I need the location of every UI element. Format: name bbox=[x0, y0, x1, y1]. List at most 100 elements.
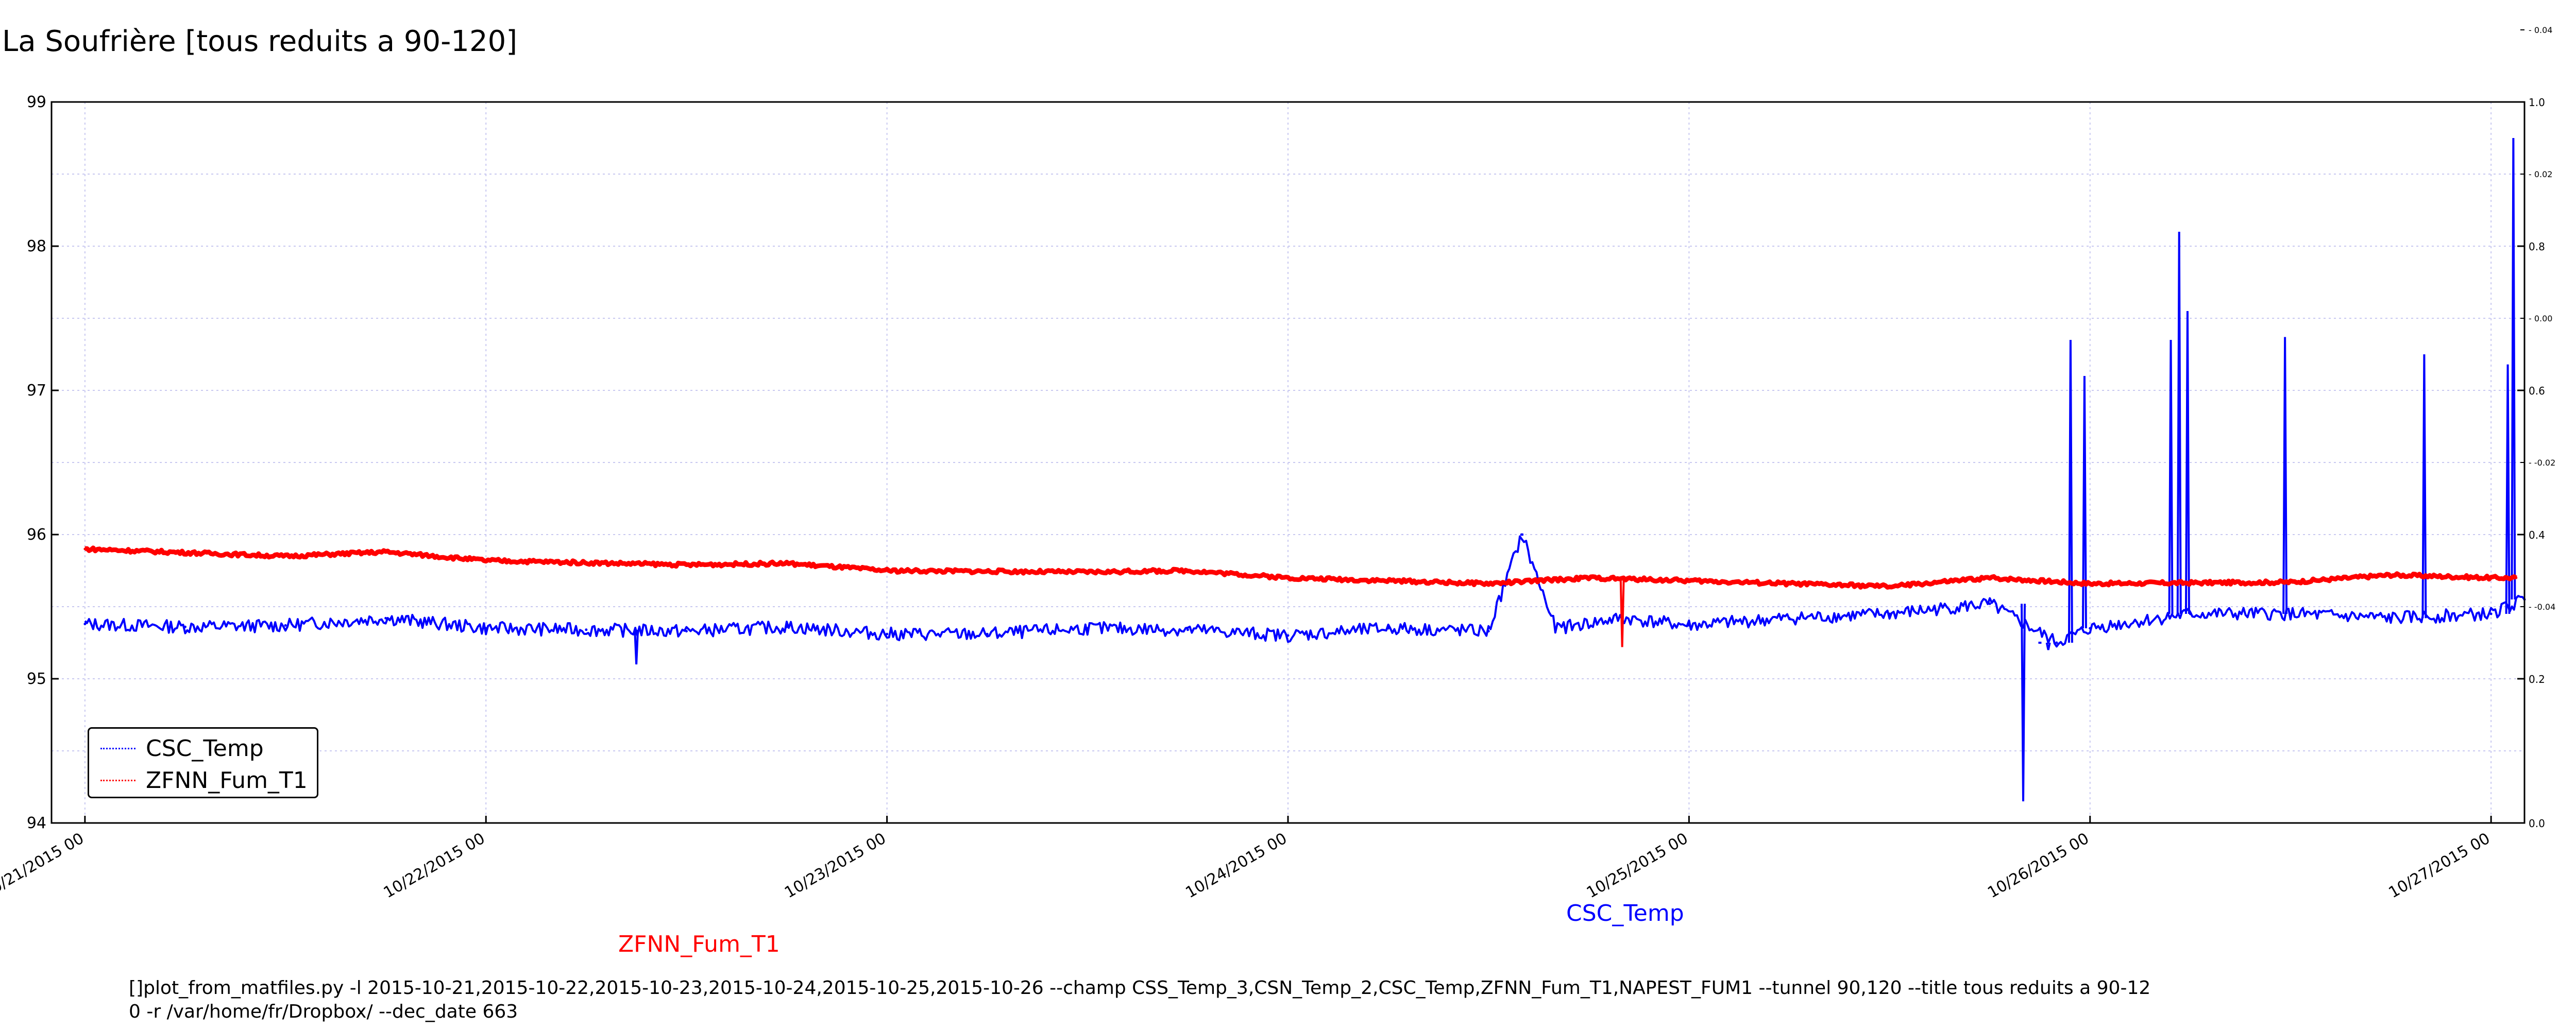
data-point bbox=[284, 624, 287, 627]
legend: CSC_Temp ZFNN_Fum_T1 bbox=[88, 727, 318, 798]
data-point bbox=[1487, 582, 1490, 585]
y2-tick-label: 0.6 bbox=[2529, 385, 2545, 397]
spike-point bbox=[2511, 138, 2516, 600]
y2-minor-tick-label: - -0.04 bbox=[2529, 602, 2555, 612]
y2-minor-tick-label: - 0.04 bbox=[2529, 25, 2552, 35]
data-point bbox=[2489, 576, 2493, 579]
data-point bbox=[2289, 612, 2292, 615]
data-point bbox=[1086, 571, 1089, 574]
y-tick-label: 96 bbox=[27, 526, 46, 544]
data-point bbox=[2489, 612, 2493, 615]
data-point bbox=[384, 616, 387, 620]
spike-point bbox=[2045, 642, 2051, 650]
data-point bbox=[83, 623, 87, 626]
data-point bbox=[1587, 576, 1590, 579]
y-tick-label: 97 bbox=[27, 382, 46, 400]
data-point bbox=[1687, 579, 1690, 582]
command-line: []plot_from_matfiles.py -l 2015-10-21,20… bbox=[129, 977, 2151, 1022]
spike-point bbox=[2021, 604, 2026, 802]
y-tick-label: 95 bbox=[27, 670, 46, 688]
data-point bbox=[1888, 585, 1891, 588]
data-point bbox=[484, 627, 487, 630]
spike-point bbox=[2176, 231, 2182, 614]
x-tick-label: 10/23/2015 00 bbox=[782, 830, 889, 902]
data-point bbox=[685, 630, 688, 633]
spike-point bbox=[2168, 339, 2174, 614]
y2-tick-label: 0.8 bbox=[2529, 241, 2545, 253]
legend-label-csc: CSC_Temp bbox=[146, 735, 264, 762]
y2-minor-tick-label: - 0.02 bbox=[2529, 169, 2552, 179]
y2-tick-label: 0.4 bbox=[2529, 529, 2545, 541]
y2-tick-label: 1.0 bbox=[2529, 96, 2545, 109]
spike-point bbox=[2067, 339, 2073, 643]
data-point bbox=[1788, 616, 1791, 620]
data-point bbox=[986, 632, 989, 636]
data-point bbox=[1186, 569, 1189, 572]
y2-tick-label: 0.2 bbox=[2529, 673, 2545, 685]
spike-point bbox=[2282, 337, 2288, 614]
y-tick-label: 94 bbox=[27, 814, 46, 832]
data-point bbox=[785, 625, 788, 628]
series-ZFNN_Fum_T1 bbox=[83, 545, 2518, 647]
series-line-CSC_Temp bbox=[84, 535, 2526, 648]
data-point bbox=[1687, 624, 1690, 627]
data-point bbox=[2515, 576, 2518, 579]
data-point bbox=[1888, 612, 1891, 615]
data-point bbox=[1988, 576, 1991, 579]
data-point bbox=[2089, 582, 2092, 585]
data-point bbox=[585, 628, 588, 631]
data-point bbox=[1086, 627, 1089, 630]
series-line-ZFNN_Fum_T1 bbox=[84, 545, 2518, 590]
data-point bbox=[1286, 634, 1290, 637]
legend-label-zfnn: ZFNN_Fum_T1 bbox=[146, 767, 308, 794]
series-CSC_Temp bbox=[83, 138, 2526, 802]
spike-point bbox=[634, 629, 639, 665]
spike-point bbox=[2505, 364, 2511, 614]
data-point bbox=[685, 563, 688, 566]
series-layer bbox=[83, 138, 2526, 802]
x-tick-label: 10/25/2015 00 bbox=[1584, 830, 1691, 902]
data-point bbox=[2289, 580, 2292, 583]
data-point bbox=[2389, 616, 2393, 620]
data-point bbox=[1286, 576, 1290, 579]
legend-swatch-csc bbox=[89, 734, 146, 763]
y2-minor-tick-label: - 0.00 bbox=[2529, 314, 2552, 323]
data-point bbox=[1988, 602, 1991, 605]
y2-minor-tick-label: - -0.02 bbox=[2529, 458, 2555, 468]
series-label-csc: CSC_Temp bbox=[1566, 900, 1684, 926]
x-tick-label: 10/27/2015 00 bbox=[2386, 830, 2494, 902]
data-point bbox=[1186, 628, 1189, 631]
legend-swatch-zfnn bbox=[89, 766, 146, 795]
data-point bbox=[1487, 630, 1490, 633]
data-point bbox=[2089, 627, 2092, 630]
legend-entry-zfnn: ZFNN_Fum_T1 bbox=[89, 766, 308, 795]
data-point bbox=[785, 562, 788, 565]
grid bbox=[52, 101, 2524, 823]
data-point bbox=[1554, 627, 1557, 630]
x-tick-label: 10/22/2015 00 bbox=[381, 830, 488, 902]
y2-tick-label: 0.0 bbox=[2529, 817, 2545, 830]
data-point bbox=[2389, 573, 2393, 576]
data-point bbox=[2055, 641, 2058, 644]
x-tick-label: 10/26/2015 00 bbox=[1985, 830, 2092, 902]
data-point bbox=[183, 625, 187, 628]
data-point bbox=[886, 632, 889, 636]
spike-point bbox=[2184, 311, 2190, 614]
data-point bbox=[284, 555, 287, 558]
x-tick-label: 10/21/2015 00 bbox=[0, 830, 87, 902]
y-tick-label: 98 bbox=[27, 237, 46, 255]
data-point bbox=[1387, 627, 1390, 630]
chart-title: La Soufrière [tous reduits a 90-120] bbox=[2, 25, 518, 58]
legend-entry-csc: CSC_Temp bbox=[89, 734, 264, 763]
data-point bbox=[484, 559, 487, 562]
data-point bbox=[83, 547, 87, 551]
data-point bbox=[384, 551, 387, 554]
series-label-zfnn: ZFNN_Fum_T1 bbox=[618, 931, 780, 957]
spike-point bbox=[2081, 375, 2087, 629]
x-tick-label: 10/24/2015 00 bbox=[1182, 830, 1290, 902]
data-point bbox=[886, 569, 889, 572]
spike-point bbox=[1619, 577, 1625, 647]
spike-point bbox=[2421, 354, 2427, 619]
y-tick-label: 99 bbox=[27, 93, 46, 111]
